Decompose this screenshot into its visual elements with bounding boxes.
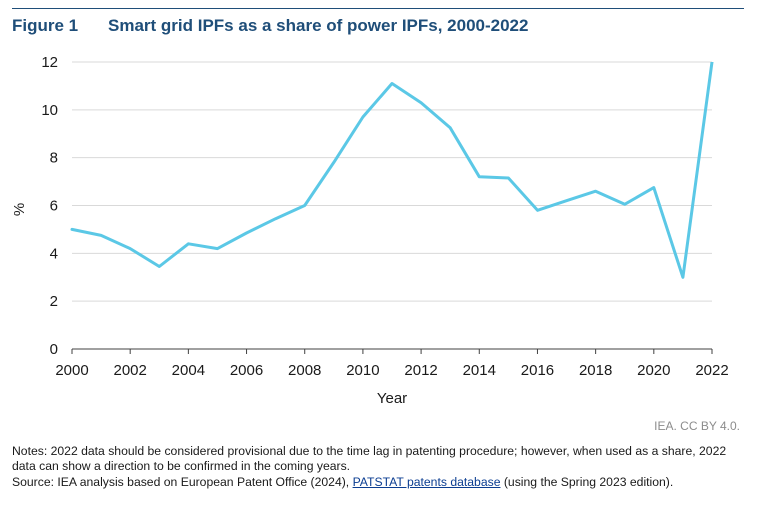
top-rule [12, 8, 744, 9]
line-chart: 0 2 4 6 8 10 12 2000 2002 2004 2006 2008 2010 2012 201… [11, 54, 729, 407]
x-tick-label: 2000 [55, 362, 88, 379]
x-tick-label: 2004 [172, 362, 205, 379]
patstat-link[interactable]: PATSTAT patents database [352, 475, 501, 489]
x-tick-label: 2012 [404, 362, 437, 379]
x-tick-label: 2006 [230, 362, 263, 379]
y-tick-label: 8 [50, 150, 58, 167]
source-prefix: Source: IEA analysis based on European P… [12, 475, 353, 489]
y-tick-label: 4 [50, 245, 58, 262]
figure-label: Figure 1 [12, 16, 79, 35]
y-tick-label: 6 [50, 198, 58, 215]
y-tick-label: 12 [41, 54, 58, 71]
y-tick-label: 0 [50, 341, 58, 358]
x-tick-label: 2008 [288, 362, 321, 379]
x-tick-label: 2014 [463, 362, 496, 379]
source-suffix: (using the Spring 2023 edition). [500, 475, 674, 489]
x-tick-label: 2010 [346, 362, 379, 379]
y-tick-label: 10 [41, 102, 58, 119]
y-axis-title: % [11, 203, 28, 216]
x-tick-label: 2018 [579, 362, 612, 379]
x-axis-title: Year [377, 390, 407, 407]
x-tick-label: 2016 [521, 362, 554, 379]
credit-label: IEA. CC BY 4.0. [654, 419, 740, 433]
x-tick-label: 2002 [113, 362, 146, 379]
notes-section: Notes: 2022 data should be considered pr… [12, 444, 742, 492]
figure-header: Figure 1 Smart grid IPFs as a share of po… [12, 16, 528, 36]
series-line-0 [70, 62, 714, 279]
y-tick-label: 2 [50, 293, 58, 310]
figure-title: Smart grid IPFs as a share of power IPFs… [108, 16, 529, 35]
source-text: Source: IEA analysis based on European P… [12, 475, 742, 490]
notes-text: Notes: 2022 data should be considered pr… [12, 444, 727, 473]
x-tick-label: 2020 [637, 362, 670, 379]
x-tick-label: 2022 [695, 362, 728, 379]
